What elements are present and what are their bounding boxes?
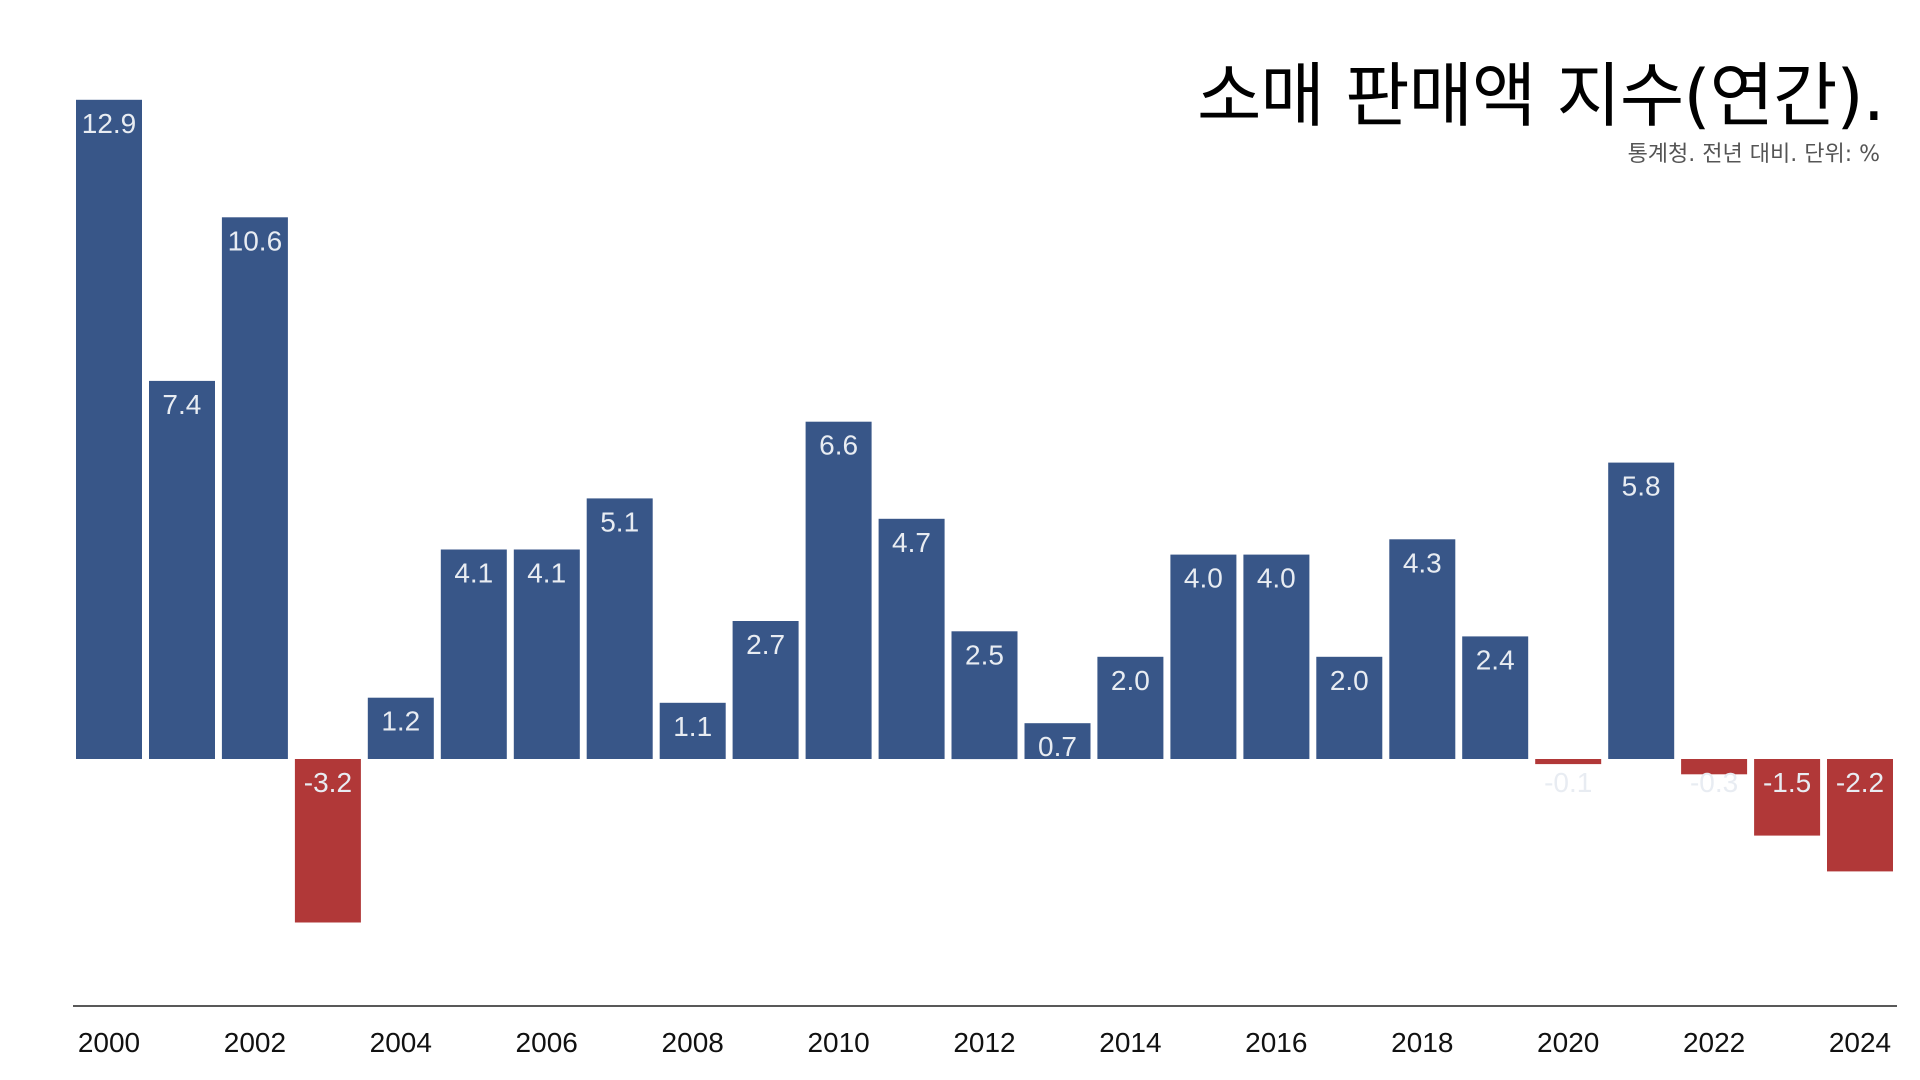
data-label-2016: 4.0: [1257, 563, 1296, 594]
data-label-2014: 2.0: [1111, 665, 1150, 696]
data-label-2002: 10.6: [228, 225, 283, 256]
bar-2003: [294, 759, 361, 923]
bar-2004: [367, 697, 434, 759]
data-label-2004: 1.2: [381, 706, 420, 737]
x-tick-2008: 2008: [662, 1027, 724, 1058]
data-label-2009: 2.7: [746, 629, 785, 660]
bar-2021: [1608, 462, 1675, 759]
data-label-2023: -1.5: [1763, 767, 1811, 798]
x-tick-2010: 2010: [807, 1027, 869, 1058]
data-label-2011: 4.7: [892, 527, 931, 558]
x-tick-2022: 2022: [1683, 1027, 1745, 1058]
data-label-2000: 12.9: [82, 108, 137, 139]
data-label-2005: 4.1: [454, 558, 493, 589]
bar-2022: [1681, 759, 1748, 775]
bar-2008: [659, 702, 726, 759]
data-label-2015: 4.0: [1184, 563, 1223, 594]
data-label-2006: 4.1: [527, 558, 566, 589]
bar-2017: [1316, 656, 1383, 759]
x-tick-2004: 2004: [370, 1027, 432, 1058]
x-tick-2020: 2020: [1537, 1027, 1599, 1058]
chart-title: 소매 판매액 지수(연간).: [1197, 55, 1885, 137]
x-tick-2012: 2012: [953, 1027, 1015, 1058]
data-label-2022: -0.3: [1690, 767, 1738, 798]
bar-2002: [221, 217, 288, 760]
data-label-2021: 5.8: [1622, 471, 1661, 502]
bar-2023: [1754, 759, 1821, 836]
x-tick-2016: 2016: [1245, 1027, 1307, 1058]
data-label-2007: 5.1: [600, 506, 639, 537]
data-label-2003: -3.2: [304, 767, 352, 798]
bar-2013: [1024, 723, 1091, 759]
data-label-2013: 0.7: [1038, 731, 1077, 762]
bar-2011: [878, 518, 945, 759]
data-label-2020: -0.1: [1544, 767, 1592, 798]
x-tick-2014: 2014: [1099, 1027, 1161, 1058]
bar-2024: [1827, 759, 1893, 872]
chart-subtitle: 통계청. 전년 대비. 단위: %: [1627, 142, 1880, 167]
bar-2009: [732, 621, 799, 759]
data-label-2018: 4.3: [1403, 547, 1442, 578]
bar-2015: [1170, 554, 1237, 759]
data-label-2010: 6.6: [819, 430, 858, 461]
bar-2005: [440, 549, 507, 759]
bar-2014: [1097, 656, 1164, 759]
x-tick-2018: 2018: [1391, 1027, 1453, 1058]
data-label-2024: -2.2: [1836, 767, 1884, 798]
bar-2016: [1243, 554, 1310, 759]
bar-2006: [513, 549, 580, 759]
data-label-2008: 1.1: [673, 711, 712, 742]
x-tick-2024: 2024: [1829, 1027, 1891, 1058]
bar-2018: [1389, 539, 1456, 759]
bar-2012: [951, 631, 1018, 760]
bar-2007: [586, 498, 653, 759]
data-label-2017: 2.0: [1330, 665, 1369, 696]
bar-2020: [1535, 759, 1602, 765]
data-label-2019: 2.4: [1476, 644, 1515, 675]
x-tick-2002: 2002: [224, 1027, 286, 1058]
bar-2010: [805, 421, 872, 759]
bar-2000: [76, 99, 142, 760]
bar-2001: [149, 380, 215, 759]
data-label-2001: 7.4: [162, 389, 201, 420]
data-label-2012: 2.5: [965, 639, 1004, 670]
x-tick-2006: 2006: [516, 1027, 578, 1058]
x-tick-2000: 2000: [78, 1027, 140, 1058]
bar-2019: [1462, 636, 1529, 759]
